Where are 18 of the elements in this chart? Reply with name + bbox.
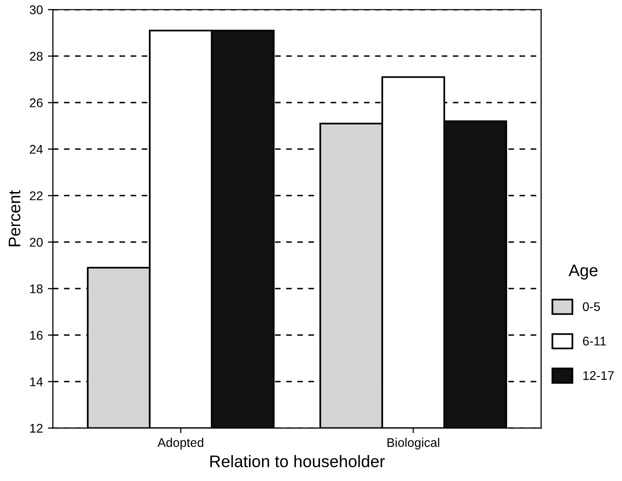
y-tick-label: 28 bbox=[30, 52, 43, 61]
y-tick-label: 20 bbox=[30, 238, 43, 247]
y-tick-label: 14 bbox=[30, 378, 43, 386]
x-axis-title: Relation to householder bbox=[210, 455, 385, 468]
y-tick-label: 12 bbox=[30, 424, 43, 433]
y-axis-title: Percent bbox=[8, 190, 20, 246]
y-tick-label: 16 bbox=[30, 330, 43, 340]
y-tick-label: 30 bbox=[30, 5, 43, 14]
legend-label: 0-5 bbox=[582, 302, 600, 312]
y-tick-label: 26 bbox=[30, 98, 43, 108]
x-tick-label: Adopted bbox=[157, 438, 204, 450]
y-tick-label: 18 bbox=[30, 284, 43, 294]
legend-label: 6-11 bbox=[583, 336, 606, 346]
y-tick-label: 24 bbox=[30, 144, 43, 154]
legend-label: 12-17 bbox=[583, 371, 614, 380]
legend-title: Age bbox=[568, 264, 598, 280]
x-tick-label: Biological bbox=[388, 438, 440, 450]
y-tick-label: 22 bbox=[30, 191, 43, 200]
